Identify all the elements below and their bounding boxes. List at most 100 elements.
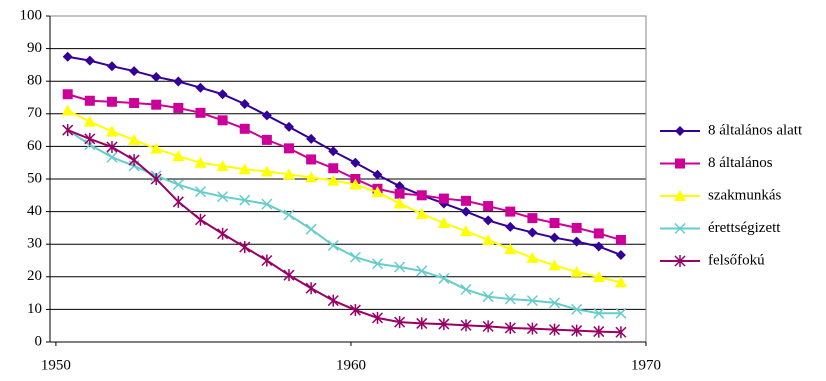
marker bbox=[238, 163, 251, 175]
marker bbox=[526, 295, 538, 307]
marker bbox=[194, 156, 207, 168]
marker bbox=[151, 99, 162, 110]
y-tick-label: 40 bbox=[27, 203, 42, 219]
marker bbox=[592, 271, 605, 283]
marker bbox=[239, 99, 250, 110]
marker bbox=[195, 82, 206, 93]
marker bbox=[129, 98, 140, 109]
marker bbox=[674, 222, 686, 235]
marker bbox=[172, 195, 184, 208]
marker bbox=[527, 213, 538, 224]
marker bbox=[526, 322, 538, 335]
series-line bbox=[67, 93, 622, 241]
marker bbox=[504, 293, 516, 305]
y-tick-label: 10 bbox=[27, 301, 42, 317]
marker bbox=[438, 272, 450, 284]
marker bbox=[283, 269, 295, 282]
marker bbox=[217, 115, 228, 126]
marker bbox=[327, 294, 339, 307]
marker bbox=[394, 188, 405, 199]
marker bbox=[328, 146, 339, 157]
marker bbox=[549, 218, 560, 229]
legend-label: 8 általános alatt bbox=[708, 122, 803, 138]
marker bbox=[615, 249, 626, 260]
marker bbox=[106, 141, 118, 154]
marker bbox=[194, 213, 207, 226]
marker bbox=[128, 133, 141, 145]
marker bbox=[217, 89, 228, 100]
marker bbox=[172, 150, 185, 162]
y-tick-label: 80 bbox=[27, 73, 42, 89]
marker bbox=[150, 173, 162, 185]
marker bbox=[527, 227, 538, 238]
marker bbox=[674, 255, 686, 267]
marker bbox=[283, 209, 295, 221]
marker bbox=[83, 115, 96, 127]
marker bbox=[482, 233, 495, 245]
x-tick-label: 1960 bbox=[336, 357, 366, 373]
marker bbox=[283, 121, 294, 132]
marker bbox=[305, 223, 317, 235]
marker bbox=[675, 126, 685, 136]
marker bbox=[349, 251, 361, 263]
marker bbox=[415, 207, 428, 219]
marker bbox=[593, 228, 604, 239]
marker bbox=[306, 154, 317, 165]
marker bbox=[261, 254, 273, 267]
marker bbox=[349, 178, 362, 190]
marker bbox=[106, 61, 117, 72]
marker bbox=[217, 227, 229, 240]
marker bbox=[350, 157, 361, 168]
marker bbox=[505, 221, 516, 232]
marker bbox=[460, 283, 472, 296]
marker bbox=[571, 324, 583, 337]
marker bbox=[482, 320, 494, 333]
marker bbox=[129, 66, 140, 77]
marker bbox=[327, 174, 340, 186]
marker bbox=[593, 307, 605, 319]
marker bbox=[261, 198, 273, 210]
marker bbox=[675, 158, 685, 169]
marker bbox=[437, 217, 450, 229]
marker bbox=[150, 142, 163, 154]
marker bbox=[172, 179, 184, 191]
marker bbox=[84, 95, 95, 106]
marker bbox=[105, 125, 118, 137]
marker bbox=[173, 102, 184, 113]
legend-label: felsőfokú bbox=[708, 252, 765, 268]
y-tick-label: 60 bbox=[27, 138, 42, 154]
legend-label: 8 általános bbox=[708, 155, 773, 171]
legend-label: szakmunkás bbox=[708, 187, 781, 203]
x-tick-label: 1950 bbox=[41, 357, 71, 373]
marker bbox=[438, 318, 450, 331]
marker bbox=[327, 239, 339, 252]
marker bbox=[306, 133, 317, 144]
marker bbox=[674, 190, 686, 201]
marker bbox=[239, 194, 251, 206]
marker bbox=[593, 241, 604, 252]
marker bbox=[549, 297, 561, 309]
marker bbox=[482, 291, 494, 303]
marker bbox=[305, 171, 318, 183]
marker bbox=[394, 261, 406, 273]
marker bbox=[61, 104, 74, 116]
marker bbox=[349, 304, 361, 317]
marker bbox=[84, 55, 95, 66]
marker bbox=[460, 225, 473, 237]
marker bbox=[571, 303, 583, 315]
marker bbox=[416, 190, 427, 201]
y-tick-label: 100 bbox=[20, 7, 43, 23]
y-tick-label: 30 bbox=[27, 236, 42, 252]
y-tick-label: 20 bbox=[27, 268, 42, 284]
marker bbox=[173, 76, 184, 87]
y-tick-label: 0 bbox=[35, 333, 43, 349]
marker bbox=[571, 222, 582, 233]
series-line bbox=[67, 55, 622, 256]
marker bbox=[217, 191, 229, 203]
marker bbox=[483, 215, 494, 226]
marker bbox=[526, 251, 539, 263]
marker bbox=[194, 186, 207, 198]
marker bbox=[549, 323, 561, 336]
marker bbox=[571, 236, 582, 247]
